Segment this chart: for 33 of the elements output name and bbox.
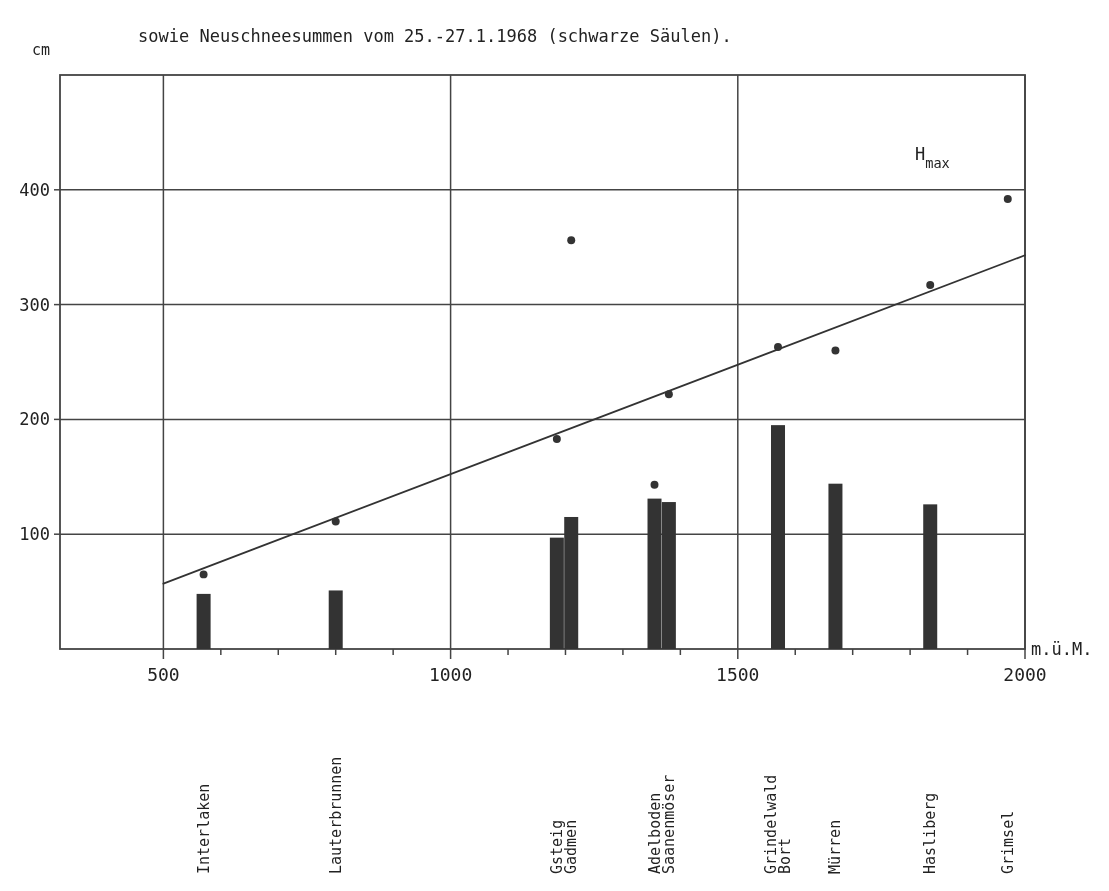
x-tick-label: 2000 — [1003, 664, 1047, 685]
point — [567, 236, 576, 245]
y-tick-label: 400 — [19, 179, 50, 200]
point — [331, 517, 340, 526]
x-tick-label: 1000 — [428, 664, 473, 685]
x-tick-label: 1500 — [716, 664, 760, 685]
y-tick-label: 200 — [19, 409, 50, 430]
text: Interlaken — [194, 783, 213, 874]
y-axis-title: cm — [31, 41, 50, 59]
bar — [771, 425, 786, 649]
y-tick-label: 100 — [19, 524, 50, 545]
text: Mürren — [826, 819, 845, 874]
point — [831, 346, 840, 355]
bar — [923, 504, 938, 649]
x-tick-label: 500 — [147, 664, 180, 685]
bar — [328, 590, 343, 649]
text: Grindelwald Bort — [762, 774, 795, 874]
text: Grimsel — [998, 810, 1017, 874]
bar — [196, 593, 211, 649]
point — [199, 570, 208, 579]
bar — [828, 483, 843, 649]
text: Saanenmöser — [659, 774, 678, 874]
text: Lauterbrunnen — [326, 756, 345, 874]
point — [650, 480, 659, 489]
y-tick-label: 300 — [19, 294, 50, 315]
point — [1003, 195, 1012, 203]
x-axis-title: m.ü.M. — [1031, 639, 1093, 659]
point — [552, 434, 561, 443]
chart-title: sowie Neuschneesummen vom 25.-27.1.1968 (schwarze Säulen). — [138, 26, 732, 46]
text: Hasliberg — [921, 792, 940, 874]
text: H$_{max}$ — [915, 144, 950, 172]
point — [926, 281, 935, 290]
text: Gsteig — [547, 819, 566, 874]
